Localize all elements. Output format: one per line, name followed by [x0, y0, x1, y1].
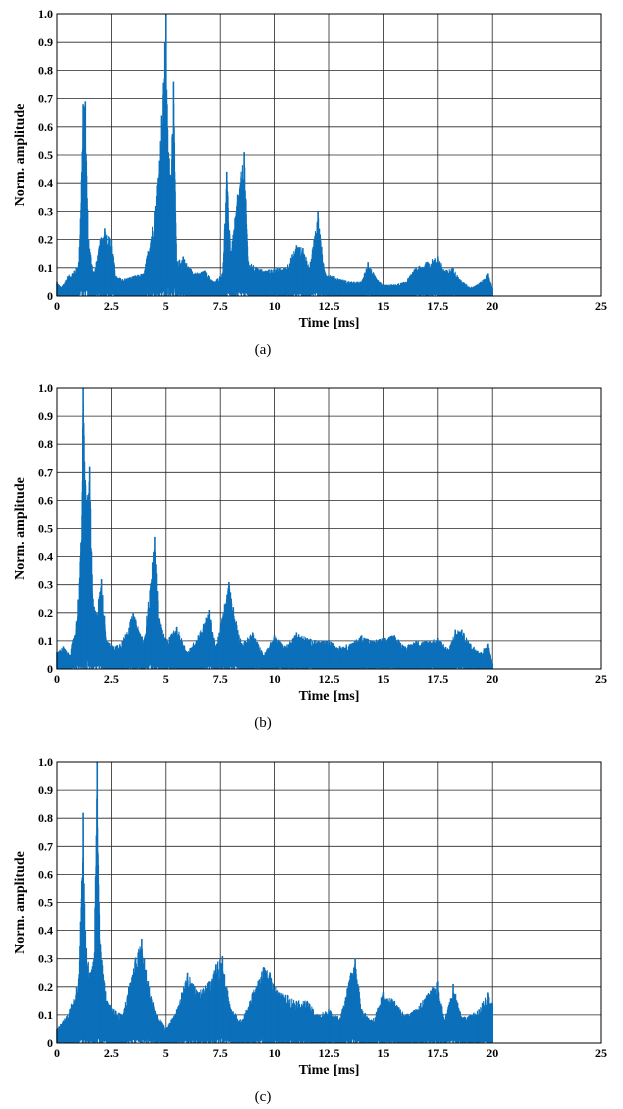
y-tick-label: 0.8 — [38, 63, 53, 77]
x-tick-label: 0 — [54, 299, 60, 313]
y-axis-label: Norm. amplitude — [13, 851, 28, 954]
x-tick-label: 20 — [486, 299, 498, 313]
x-tick-label: 2.5 — [104, 672, 119, 686]
x-tick-label: 0 — [54, 1046, 60, 1060]
x-tick-label: 15 — [377, 672, 389, 686]
x-tick-label: 7.5 — [213, 672, 228, 686]
x-tick-label: 12.5 — [319, 672, 340, 686]
y-tick-label: 0.4 — [38, 924, 53, 938]
x-tick-label: 10 — [269, 672, 281, 686]
y-tick-label: 0.2 — [38, 233, 53, 247]
axes-frame — [56, 387, 602, 670]
panel-caption: (a) — [255, 342, 272, 358]
x-axis-label: Time [ms] — [299, 316, 360, 331]
y-tick-label: 0.9 — [38, 409, 53, 423]
x-tick-label: 5 — [163, 672, 169, 686]
y-tick-label: 0.7 — [38, 92, 53, 106]
x-tick-label: 7.5 — [213, 299, 228, 313]
y-tick-label: 1.0 — [38, 381, 53, 395]
y-tick-label: 0.8 — [38, 811, 53, 825]
y-tick-label: 0 — [47, 662, 53, 676]
y-tick-label: 0.2 — [38, 606, 53, 620]
x-tick-label: 25 — [595, 299, 607, 313]
y-tick-label: 0.1 — [38, 261, 53, 275]
y-tick-label: 0.1 — [38, 1008, 53, 1022]
y-tick-label: 0.6 — [38, 120, 53, 134]
x-tick-label: 17.5 — [427, 672, 448, 686]
x-axis-label: Time [ms] — [299, 1063, 360, 1078]
y-axis-label: Norm. amplitude — [13, 477, 28, 580]
panel-caption: (b) — [254, 715, 272, 731]
y-tick-label: 0.2 — [38, 980, 53, 994]
x-axis-label: Time [ms] — [299, 689, 360, 704]
x-tick-label: 17.5 — [427, 1046, 448, 1060]
y-tick-label: 0.4 — [38, 176, 53, 190]
axes-frame — [56, 13, 602, 297]
y-tick-label: 0.9 — [38, 35, 53, 49]
x-tick-label: 15 — [377, 299, 389, 313]
x-tick-label: 10 — [269, 1046, 281, 1060]
x-tick-label: 25 — [595, 672, 607, 686]
axes-frame — [56, 761, 602, 1044]
x-tick-label: 7.5 — [213, 1046, 228, 1060]
y-tick-label: 0.3 — [38, 952, 53, 966]
y-tick-label: 0.7 — [38, 839, 53, 853]
x-tick-label: 0 — [54, 672, 60, 686]
x-tick-label: 12.5 — [319, 299, 340, 313]
y-tick-label: 0.5 — [38, 148, 53, 162]
chart-panel-1: 0 2.5 5 7.5 10 12.5 15 17.5 20 25 0 0.1 0.2 0.3 0.4 0.5… — [13, 7, 607, 358]
x-tick-label: 5 — [163, 299, 169, 313]
y-tick-label: 0.6 — [38, 867, 53, 881]
chart-panel-3: 0 2.5 5 7.5 10 12.5 15 17.5 20 25 0 0.1 0.2 0.3 0.4 0.5… — [13, 755, 607, 1105]
y-tick-label: 1.0 — [38, 7, 53, 21]
x-tick-label: 5 — [163, 1046, 169, 1060]
chart-panel-2: 0 2.5 5 7.5 10 12.5 15 17.5 20 25 0 0.1 0.2 0.3 0.4 0.5… — [13, 381, 607, 731]
x-tick-label: 10 — [269, 299, 281, 313]
y-tick-label: 0.7 — [38, 465, 53, 479]
x-tick-label: 20 — [486, 1046, 498, 1060]
y-tick-label: 0.8 — [38, 437, 53, 451]
x-tick-label: 17.5 — [427, 299, 448, 313]
x-tick-label: 25 — [595, 1046, 607, 1060]
y-tick-label: 0.9 — [38, 783, 53, 797]
y-tick-label: 0.4 — [38, 550, 53, 564]
x-tick-label: 12.5 — [319, 1046, 340, 1060]
y-tick-label: 0 — [47, 289, 53, 303]
x-tick-label: 15 — [377, 1046, 389, 1060]
y-tick-label: 0 — [47, 1036, 53, 1050]
x-tick-label: 2.5 — [104, 299, 119, 313]
y-tick-label: 0.6 — [38, 493, 53, 507]
x-tick-label: 2.5 — [104, 1046, 119, 1060]
y-tick-label: 0.5 — [38, 896, 53, 910]
y-tick-label: 0.3 — [38, 578, 53, 592]
panel-caption: (c) — [255, 1089, 272, 1105]
x-tick-label: 20 — [486, 672, 498, 686]
y-tick-label: 0.1 — [38, 634, 53, 648]
y-tick-label: 0.5 — [38, 522, 53, 536]
y-tick-label: 1.0 — [38, 755, 53, 769]
y-axis-label: Norm. amplitude — [13, 104, 28, 207]
y-tick-label: 0.3 — [38, 204, 53, 218]
